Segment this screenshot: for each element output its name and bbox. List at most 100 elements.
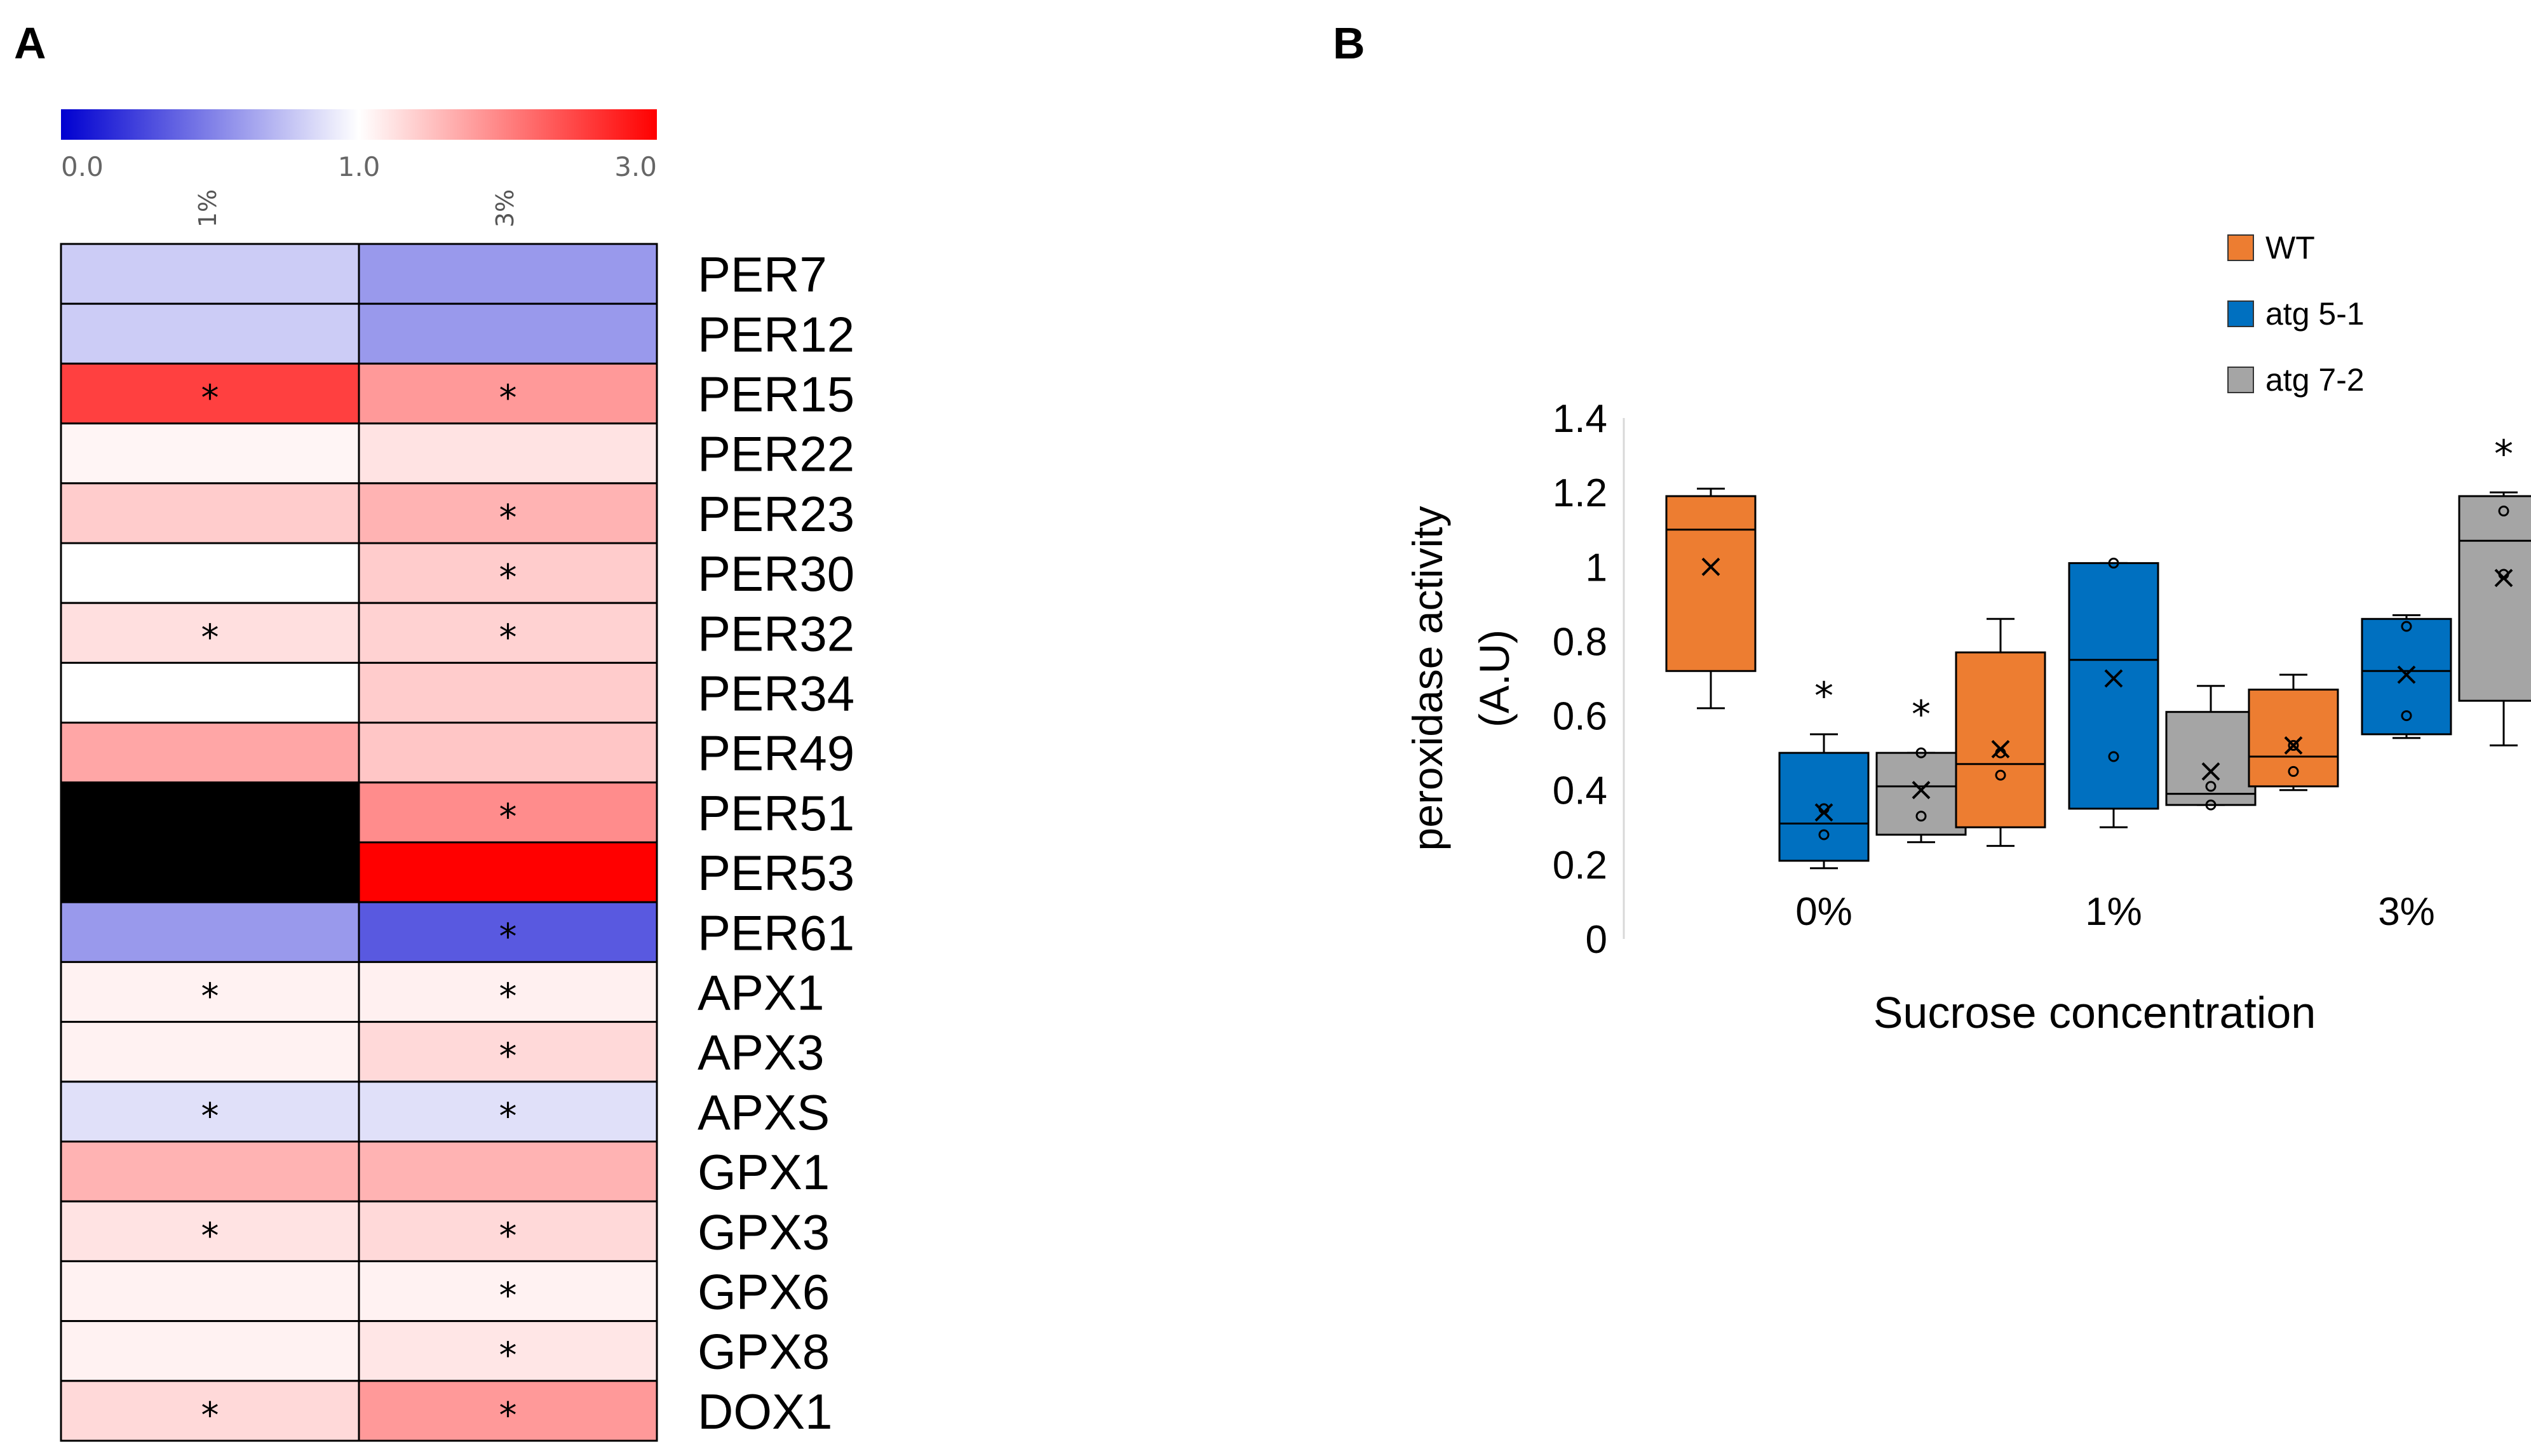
significance-mark: * (499, 617, 517, 658)
y-axis-label-line1: peroxidase activity (1404, 506, 1451, 851)
box-wt-0 (1665, 487, 1757, 710)
data-point (2288, 765, 2299, 777)
heatmap-cell-per22-3 (358, 422, 658, 485)
heatmap-cell-apx3-1 (60, 1021, 360, 1083)
significance-mark: * (201, 617, 219, 658)
data-point (2205, 799, 2217, 811)
row-label-per32: PER32 (698, 605, 854, 661)
legend-label-wt: WT (2265, 230, 2315, 266)
y-tick-label: 1 (1586, 546, 1607, 590)
heatmap-cell-apxs-1 (60, 1081, 360, 1143)
significance-mark: * (201, 1215, 219, 1257)
heatmap-cell-gpx6-1 (60, 1260, 360, 1323)
heatmap-cell-per51-1 (60, 781, 360, 844)
significance-mark: * (499, 976, 517, 1018)
box-iqr (1778, 752, 1870, 862)
significance-mark: * (499, 916, 517, 957)
row-label-per12: PER12 (698, 306, 854, 362)
row-label-per30: PER30 (698, 546, 854, 602)
significance-mark: * (1814, 674, 1833, 718)
data-point (1818, 803, 1830, 814)
heatmap-cell-gpx8-3 (358, 1320, 658, 1382)
significance-mark: * (1912, 692, 1931, 737)
data-point (2498, 505, 2509, 516)
significance-mark: * (499, 1395, 517, 1436)
box-atg-7-2-3: * (2458, 432, 2531, 746)
row-label-per49: PER49 (698, 725, 854, 781)
significance-mark: * (499, 497, 517, 539)
data-point (1915, 747, 1927, 758)
colorbar-tick-min: 0.0 (61, 151, 104, 182)
row-label-apx3: APX3 (698, 1025, 824, 1081)
heatmap-cell-gpx8-1 (60, 1320, 360, 1382)
heatmap-cell-gpx1-1 (60, 1140, 360, 1203)
significance-mark: * (499, 1036, 517, 1077)
mean-marker (1912, 781, 1931, 800)
row-label-apx1: APX1 (698, 965, 824, 1021)
mean-marker (2284, 736, 2303, 755)
colorbar (61, 109, 657, 140)
heatmap-panel: 0.0 1.0 3.0 1% 3% * * * * * * * * * * * * * * * * * * * PE… (60, 109, 854, 1442)
box-atg-7-2-1 (2165, 685, 2257, 811)
box-iqr (2361, 617, 2452, 736)
box-iqr (2248, 689, 2339, 788)
heatmap-cell-per12-1 (60, 302, 360, 365)
heatmap-cell-per34-3 (358, 661, 658, 724)
y-tick-label: 1.4 (1553, 397, 1607, 441)
legend-label-atg5: atg 5-1 (2265, 296, 2365, 332)
legend-swatch-atg7 (2227, 367, 2254, 393)
box-wt-3 (2248, 673, 2339, 792)
heatmap-cell-per22-1 (60, 422, 360, 485)
row-label-per15: PER15 (698, 367, 854, 422)
legend-swatch-atg5 (2227, 300, 2254, 327)
column-label-1pct: 1% (194, 189, 222, 227)
legend-swatch-wt (2227, 234, 2254, 261)
data-point (2108, 557, 2119, 569)
mean-marker (1701, 557, 1720, 576)
data-point (1995, 769, 2006, 781)
row-label-per53: PER53 (698, 845, 854, 901)
legend: WT atg 5-1 atg 7-2 (2227, 230, 2365, 398)
heatmap-cell-per34-1 (60, 661, 360, 724)
panel-a-label: A (14, 18, 46, 68)
mean-marker (2201, 762, 2220, 781)
y-tick-labels: 0 0.2 0.4 0.6 0.8 1 1.2 1.4 (1553, 397, 1607, 962)
x-category-0: 0% (1795, 890, 1853, 934)
heatmap-cell-per15-1 (60, 362, 360, 425)
heatmap-cell-per7-3 (358, 243, 658, 305)
colorbar-tick-max: 3.0 (614, 151, 657, 182)
box-iqr (1665, 495, 1757, 672)
data-point (2401, 621, 2412, 632)
heatmap-cells: * * * * * * * * * * * * * * * * * * * (60, 243, 658, 1442)
significance-mark: * (201, 976, 219, 1018)
y-tick-label: 1.2 (1553, 471, 1607, 515)
row-label-gpx1: GPX1 (698, 1144, 830, 1200)
box-atg-7-2-0: * (1875, 692, 1967, 844)
panel-b-label: B (1333, 18, 1365, 68)
x-category-1: 1% (2085, 890, 2142, 934)
data-point (2108, 751, 2119, 762)
row-label-gpx8: GPX8 (698, 1324, 830, 1380)
heatmap-cell-per53-3 (358, 841, 658, 903)
data-point (1995, 747, 2006, 758)
heatmap-cell-per49-1 (60, 722, 360, 784)
heatmap-cell-gpx6-3 (358, 1260, 658, 1323)
significance-mark: * (499, 1276, 517, 1317)
box-series: * * * (1665, 432, 2531, 870)
heatmap-cell-per23-3 (358, 482, 658, 544)
heatmap-cell-per30-1 (60, 542, 360, 604)
box-iqr (2068, 562, 2159, 810)
row-label-per51: PER51 (698, 785, 854, 841)
heatmap-cell-gpx1-3 (358, 1140, 658, 1203)
y-tick-label: 0 (1586, 918, 1607, 962)
significance-mark: * (499, 1096, 517, 1137)
y-tick-label: 0.2 (1553, 844, 1607, 887)
row-label-per61: PER61 (698, 905, 854, 961)
box-iqr (2165, 711, 2257, 806)
x-category-labels: 0% 1% 3% (1795, 890, 2435, 934)
row-label-per22: PER22 (698, 426, 854, 482)
box-iqr (2458, 495, 2531, 702)
data-point (2205, 781, 2217, 792)
heatmap-cell-per32-3 (358, 602, 658, 664)
